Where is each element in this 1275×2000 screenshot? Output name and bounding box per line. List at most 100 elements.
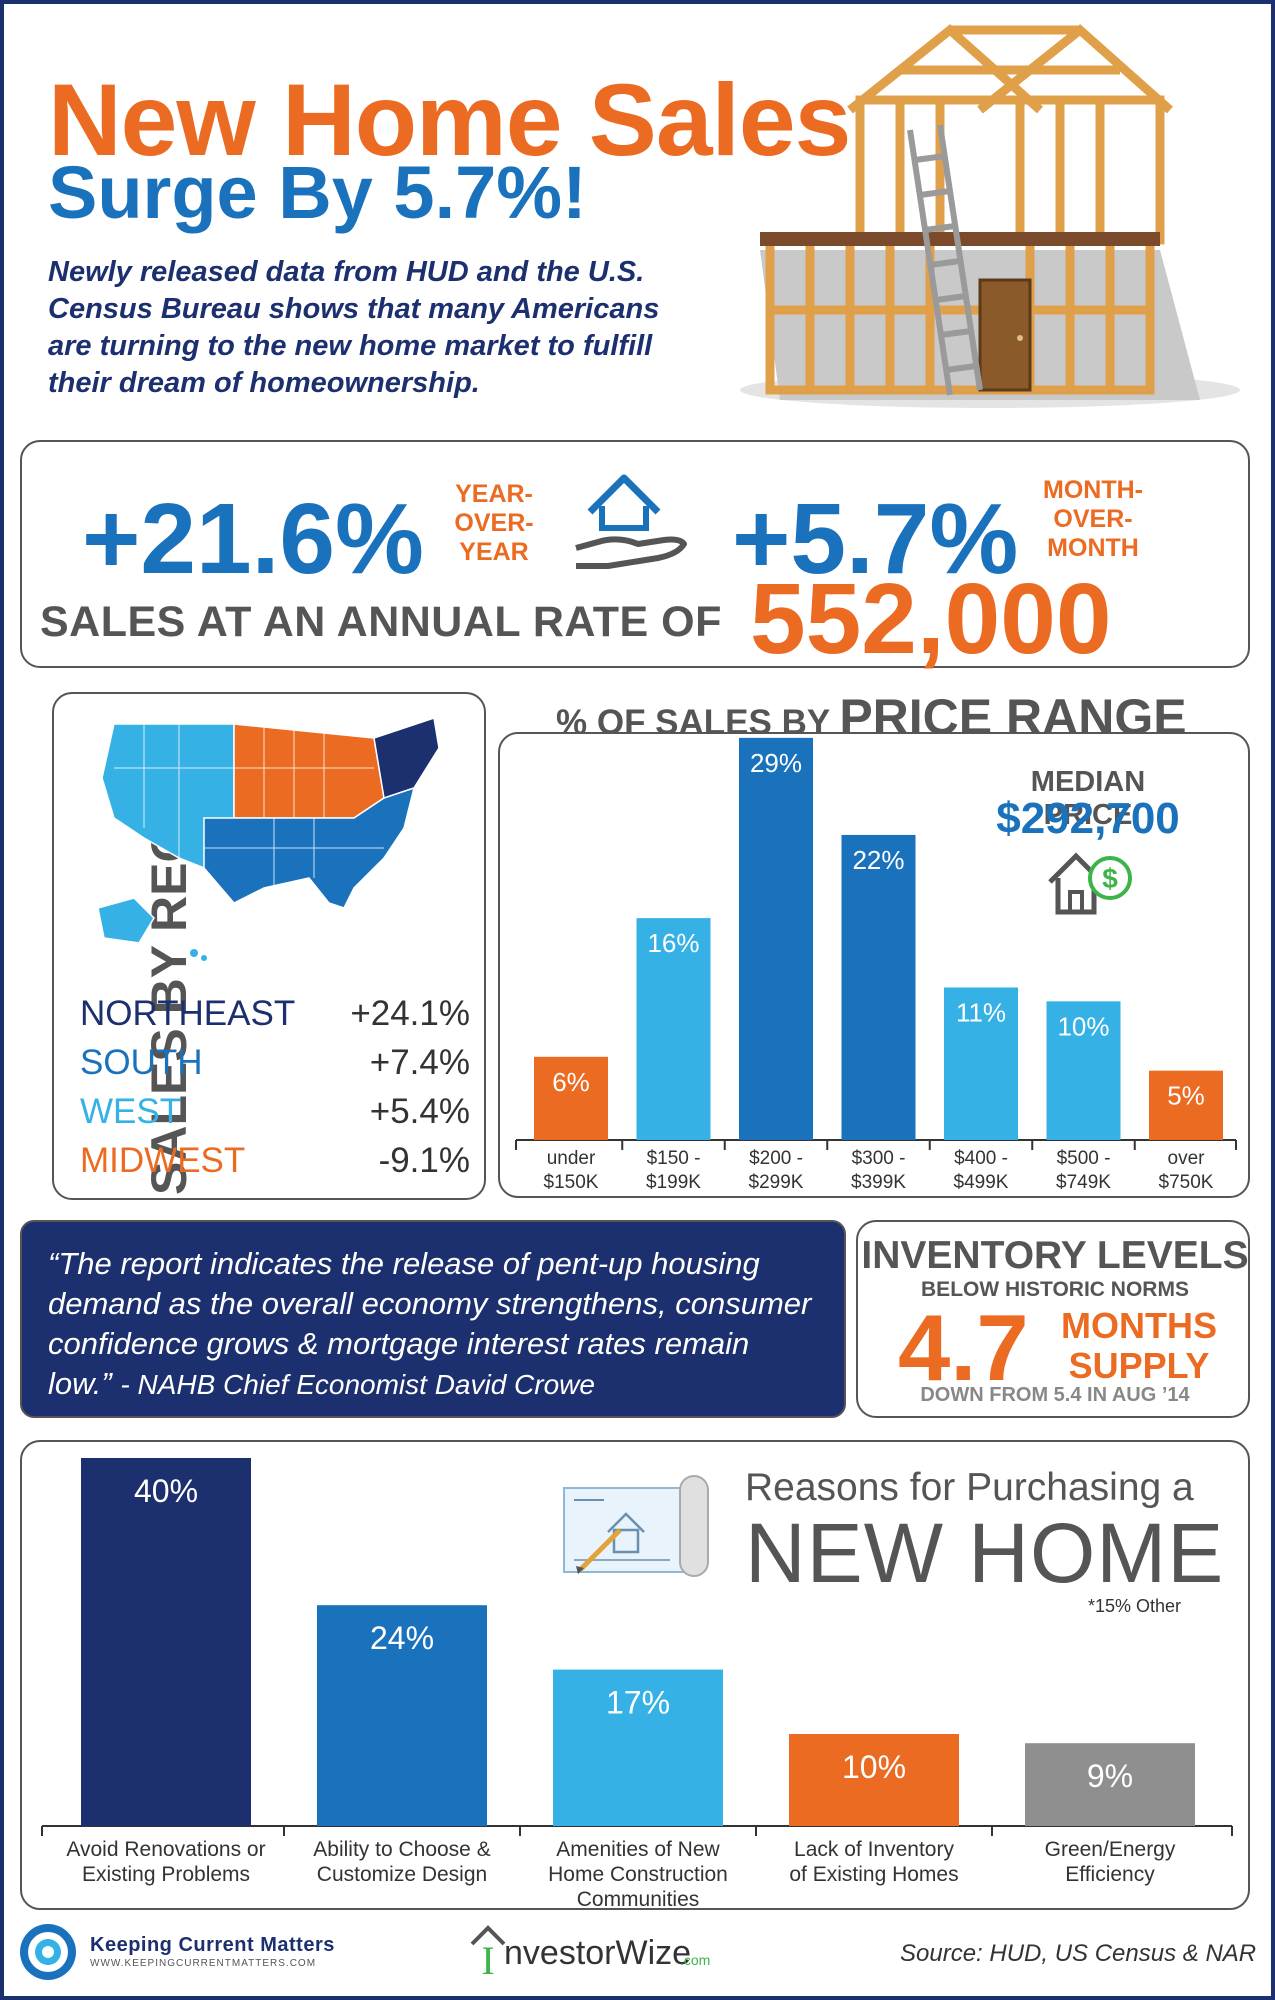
chart-bar: [841, 834, 916, 1140]
inventory-value: 4.7: [898, 1295, 1029, 1400]
reasons-title: Reasons for Purchasing a: [745, 1466, 1194, 1509]
kcm-name: Keeping Current Matters: [90, 1934, 335, 1956]
category-label: Home Construction: [548, 1863, 728, 1886]
kcm-logo: [20, 1924, 76, 1980]
category-label: Lack of Inventory: [794, 1838, 954, 1861]
chart-bar: [317, 1605, 487, 1826]
bar-value-label: 17%: [606, 1685, 670, 1721]
bar-value-label: 6%: [552, 1067, 590, 1097]
category-label: $750K: [1159, 1172, 1214, 1193]
price-chart: 6% under $150K 16% $150 - $199K 29% $200 - $299K…: [515, 737, 1237, 1193]
investorwize-suffix: .com: [680, 1952, 711, 1968]
median-price-value: $292,700: [996, 794, 1180, 843]
chart-bar: [636, 918, 711, 1140]
bar-value-label: 10%: [1057, 1011, 1109, 1041]
mom-value: +5.7%: [732, 483, 1019, 595]
bar-value-label: 16%: [647, 928, 699, 958]
category-label: over: [1168, 1148, 1206, 1169]
economist-quote: “The report indicates the release of pen…: [20, 1220, 846, 1418]
chart-bar: [789, 1734, 959, 1826]
region-value: +7.4%: [369, 1043, 470, 1082]
investorwize-logo: I nvestorWize .com: [468, 1920, 728, 1980]
stats-panel: [20, 440, 1250, 668]
category-label: Communities: [577, 1888, 700, 1911]
annual-rate-value: 552,000: [750, 563, 1112, 675]
quote-attribution: - NAHB Chief Economist David Crowe: [120, 1369, 595, 1400]
bar-value-label: 10%: [842, 1749, 906, 1785]
region-row: NORTHEAST +24.1%: [80, 994, 470, 1042]
category-label: Ability to Choose &: [313, 1838, 490, 1861]
investorwize-name: nvestorWize: [504, 1934, 692, 1972]
bar-value-label: 22%: [852, 845, 904, 875]
region-row: SOUTH +7.4%: [80, 1043, 470, 1091]
page-subtitle: Surge By 5.7%!: [48, 151, 587, 234]
category-label: under: [547, 1148, 596, 1169]
median-price-label: MEDIAN PRICE: [1030, 766, 1146, 831]
category-label: Green/Energy: [1045, 1838, 1176, 1861]
price-chart-panel: 6% under $150K 16% $150 - $199K 29% $200 - $299K…: [498, 732, 1250, 1198]
bar-value-label: 11%: [956, 997, 1006, 1027]
region-value: +24.1%: [350, 994, 470, 1033]
inventory-panel: INVENTORY LEVELS BELOW HISTORIC NORMS 4.…: [856, 1220, 1250, 1418]
svg-text:$: $: [1102, 863, 1118, 894]
house-frame-illustration: [740, 24, 1240, 408]
category-label: $150K: [544, 1172, 599, 1193]
bar-value-label: 40%: [134, 1473, 198, 1509]
inventory-unit: MONTHS SUPPLY: [1061, 1305, 1217, 1386]
chart-bar: [1046, 1001, 1121, 1140]
source-note: Source: HUD, US Census & NAR: [900, 1940, 1257, 1967]
category-label: $199K: [646, 1172, 701, 1193]
blueprint-icon: [563, 1475, 709, 1577]
category-label: Existing Problems: [82, 1863, 250, 1886]
region-name: WEST: [80, 1092, 182, 1131]
hand-house-icon: [575, 474, 687, 569]
page-title: New Home Sales: [48, 63, 851, 177]
house-dollar-icon: $: [1048, 852, 1132, 915]
chart-bar: [1025, 1743, 1195, 1826]
region-name: NORTHEAST: [80, 994, 296, 1033]
category-label: Amenities of New: [556, 1838, 720, 1861]
region-name: SOUTH: [80, 1043, 203, 1082]
chart-bar: [553, 1669, 723, 1826]
chart-bar: [739, 737, 813, 1140]
category-label: $299K: [749, 1172, 804, 1193]
reasons-title-big: NEW HOME: [745, 1506, 1225, 1600]
intro-text: Newly released data from HUD and the U.S…: [48, 256, 660, 399]
kcm-url: WWW.KEEPINGCURRENTMATTERS.COM: [90, 1958, 317, 1969]
category-label: $749K: [1056, 1172, 1111, 1193]
region-name: MIDWEST: [80, 1141, 246, 1180]
category-label: Avoid Renovations or: [66, 1838, 265, 1861]
region-value: +5.4%: [369, 1092, 470, 1131]
bar-value-label: 29%: [750, 748, 802, 778]
category-label: $400 -: [954, 1148, 1008, 1169]
category-label: $500 -: [1057, 1148, 1111, 1169]
reasons-other-note: *15% Other: [1088, 1596, 1182, 1616]
region-row: MIDWEST -9.1%: [80, 1141, 470, 1189]
region-row: WEST +5.4%: [80, 1092, 470, 1140]
category-label: $300 -: [852, 1148, 906, 1169]
chart-bar: [944, 987, 1018, 1140]
chart-bar: [534, 1056, 608, 1140]
category-label: $150 -: [647, 1148, 701, 1169]
category-label: Customize Design: [317, 1863, 487, 1886]
category-label: $499K: [954, 1172, 1009, 1193]
inventory-note: DOWN FROM 5.4 IN AUG ’14: [920, 1384, 1190, 1406]
category-label: Efficiency: [1065, 1863, 1155, 1886]
mom-label: MONTH- OVER- MONTH: [1043, 476, 1143, 562]
category-label: of Existing Homes: [789, 1863, 958, 1886]
us-map-illustration: [97, 717, 440, 961]
bar-value-label: 5%: [1167, 1081, 1205, 1111]
bar-value-label: 24%: [370, 1620, 434, 1656]
inventory-subtitle: BELOW HISTORIC NORMS: [921, 1278, 1189, 1301]
bar-value-label: 9%: [1087, 1758, 1133, 1794]
inventory-title: INVENTORY LEVELS: [861, 1234, 1249, 1277]
investorwize-house-icon: I: [470, 1925, 506, 1976]
chart-bar: [81, 1458, 251, 1826]
chart-bar: [1149, 1070, 1223, 1140]
region-value: -9.1%: [378, 1141, 470, 1180]
category-label: $200 -: [749, 1148, 803, 1169]
yoy-label: YEAR- OVER- YEAR: [454, 480, 534, 566]
category-label: $399K: [851, 1172, 906, 1193]
